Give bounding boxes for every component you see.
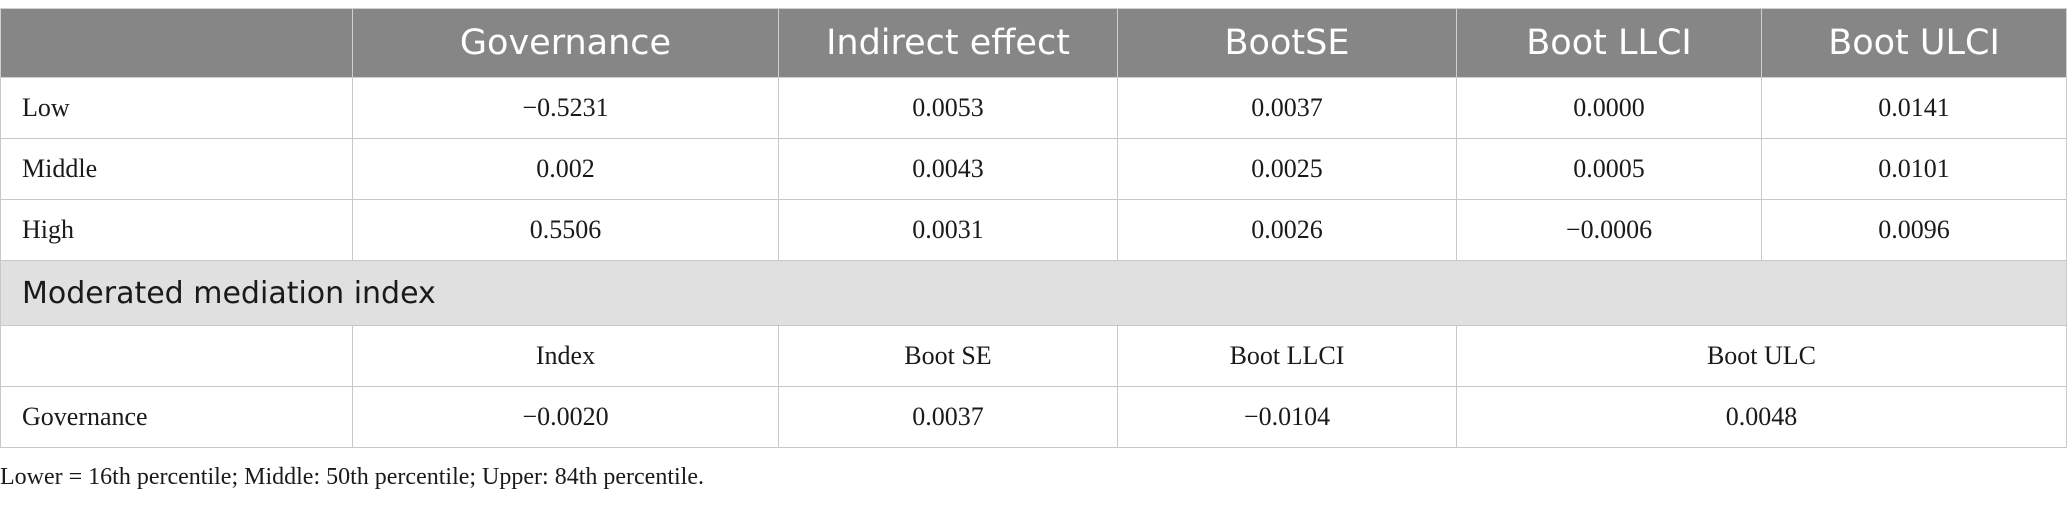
table-row-low: Low −0.5231 0.0053 0.0037 0.0000 0.0141: [0, 77, 2067, 139]
table-header-row: Governance Indirect effect BootSE Boot L…: [0, 8, 2067, 78]
row-label: Low: [0, 77, 353, 139]
subheader-boot-llci: Boot LLCI: [1117, 325, 1457, 387]
header-governance: Governance: [352, 8, 779, 78]
row-label: Middle: [0, 138, 353, 200]
cell-indirect-effect: 0.0031: [778, 199, 1118, 261]
row-label: Governance: [0, 386, 353, 448]
cell-boot-ulci: 0.0141: [1761, 77, 2067, 139]
cell-indirect-effect: 0.0053: [778, 77, 1118, 139]
subheader-blank-cell: [0, 325, 353, 387]
cell-boot-ulci: 0.0096: [1761, 199, 2067, 261]
cell-governance: 0.5506: [352, 199, 779, 261]
cell-bootse: 0.0025: [1117, 138, 1457, 200]
section-title: Moderated mediation index: [0, 260, 2067, 326]
header-indirect-effect: Indirect effect: [778, 8, 1118, 78]
header-boot-ulci: Boot ULCI: [1761, 8, 2067, 78]
cell-boot-ulc: 0.0048: [1456, 386, 2067, 448]
cell-governance: −0.5231: [352, 77, 779, 139]
header-blank-cell: [0, 8, 353, 78]
header-bootse: BootSE: [1117, 8, 1457, 78]
table-footnote: Lower = 16th percentile; Middle: 50th pe…: [0, 464, 704, 490]
subheader-boot-se: Boot SE: [778, 325, 1118, 387]
cell-boot-llci: −0.0006: [1456, 199, 1762, 261]
cell-index: −0.0020: [352, 386, 779, 448]
table-row-governance-index: Governance −0.0020 0.0037 −0.0104 0.0048: [0, 386, 2067, 448]
cell-boot-llci: 0.0000: [1456, 77, 1762, 139]
table-row-high: High 0.5506 0.0031 0.0026 −0.0006 0.0096: [0, 199, 2067, 261]
row-label: High: [0, 199, 353, 261]
cell-bootse: 0.0037: [1117, 77, 1457, 139]
header-boot-llci: Boot LLCI: [1456, 8, 1762, 78]
cell-indirect-effect: 0.0043: [778, 138, 1118, 200]
cell-boot-ulci: 0.0101: [1761, 138, 2067, 200]
cell-governance: 0.002: [352, 138, 779, 200]
cell-boot-llci: 0.0005: [1456, 138, 1762, 200]
results-table: Governance Indirect effect BootSE Boot L…: [0, 8, 2067, 448]
cell-bootse: 0.0026: [1117, 199, 1457, 261]
subheader-boot-ulc: Boot ULC: [1456, 325, 2067, 387]
section-row-moderated-mediation: Moderated mediation index: [0, 260, 2067, 326]
table-row-middle: Middle 0.002 0.0043 0.0025 0.0005 0.0101: [0, 138, 2067, 200]
subheader-index: Index: [352, 325, 779, 387]
table-subheader-row: Index Boot SE Boot LLCI Boot ULC: [0, 325, 2067, 387]
cell-boot-se: 0.0037: [778, 386, 1118, 448]
cell-boot-llci: −0.0104: [1117, 386, 1457, 448]
